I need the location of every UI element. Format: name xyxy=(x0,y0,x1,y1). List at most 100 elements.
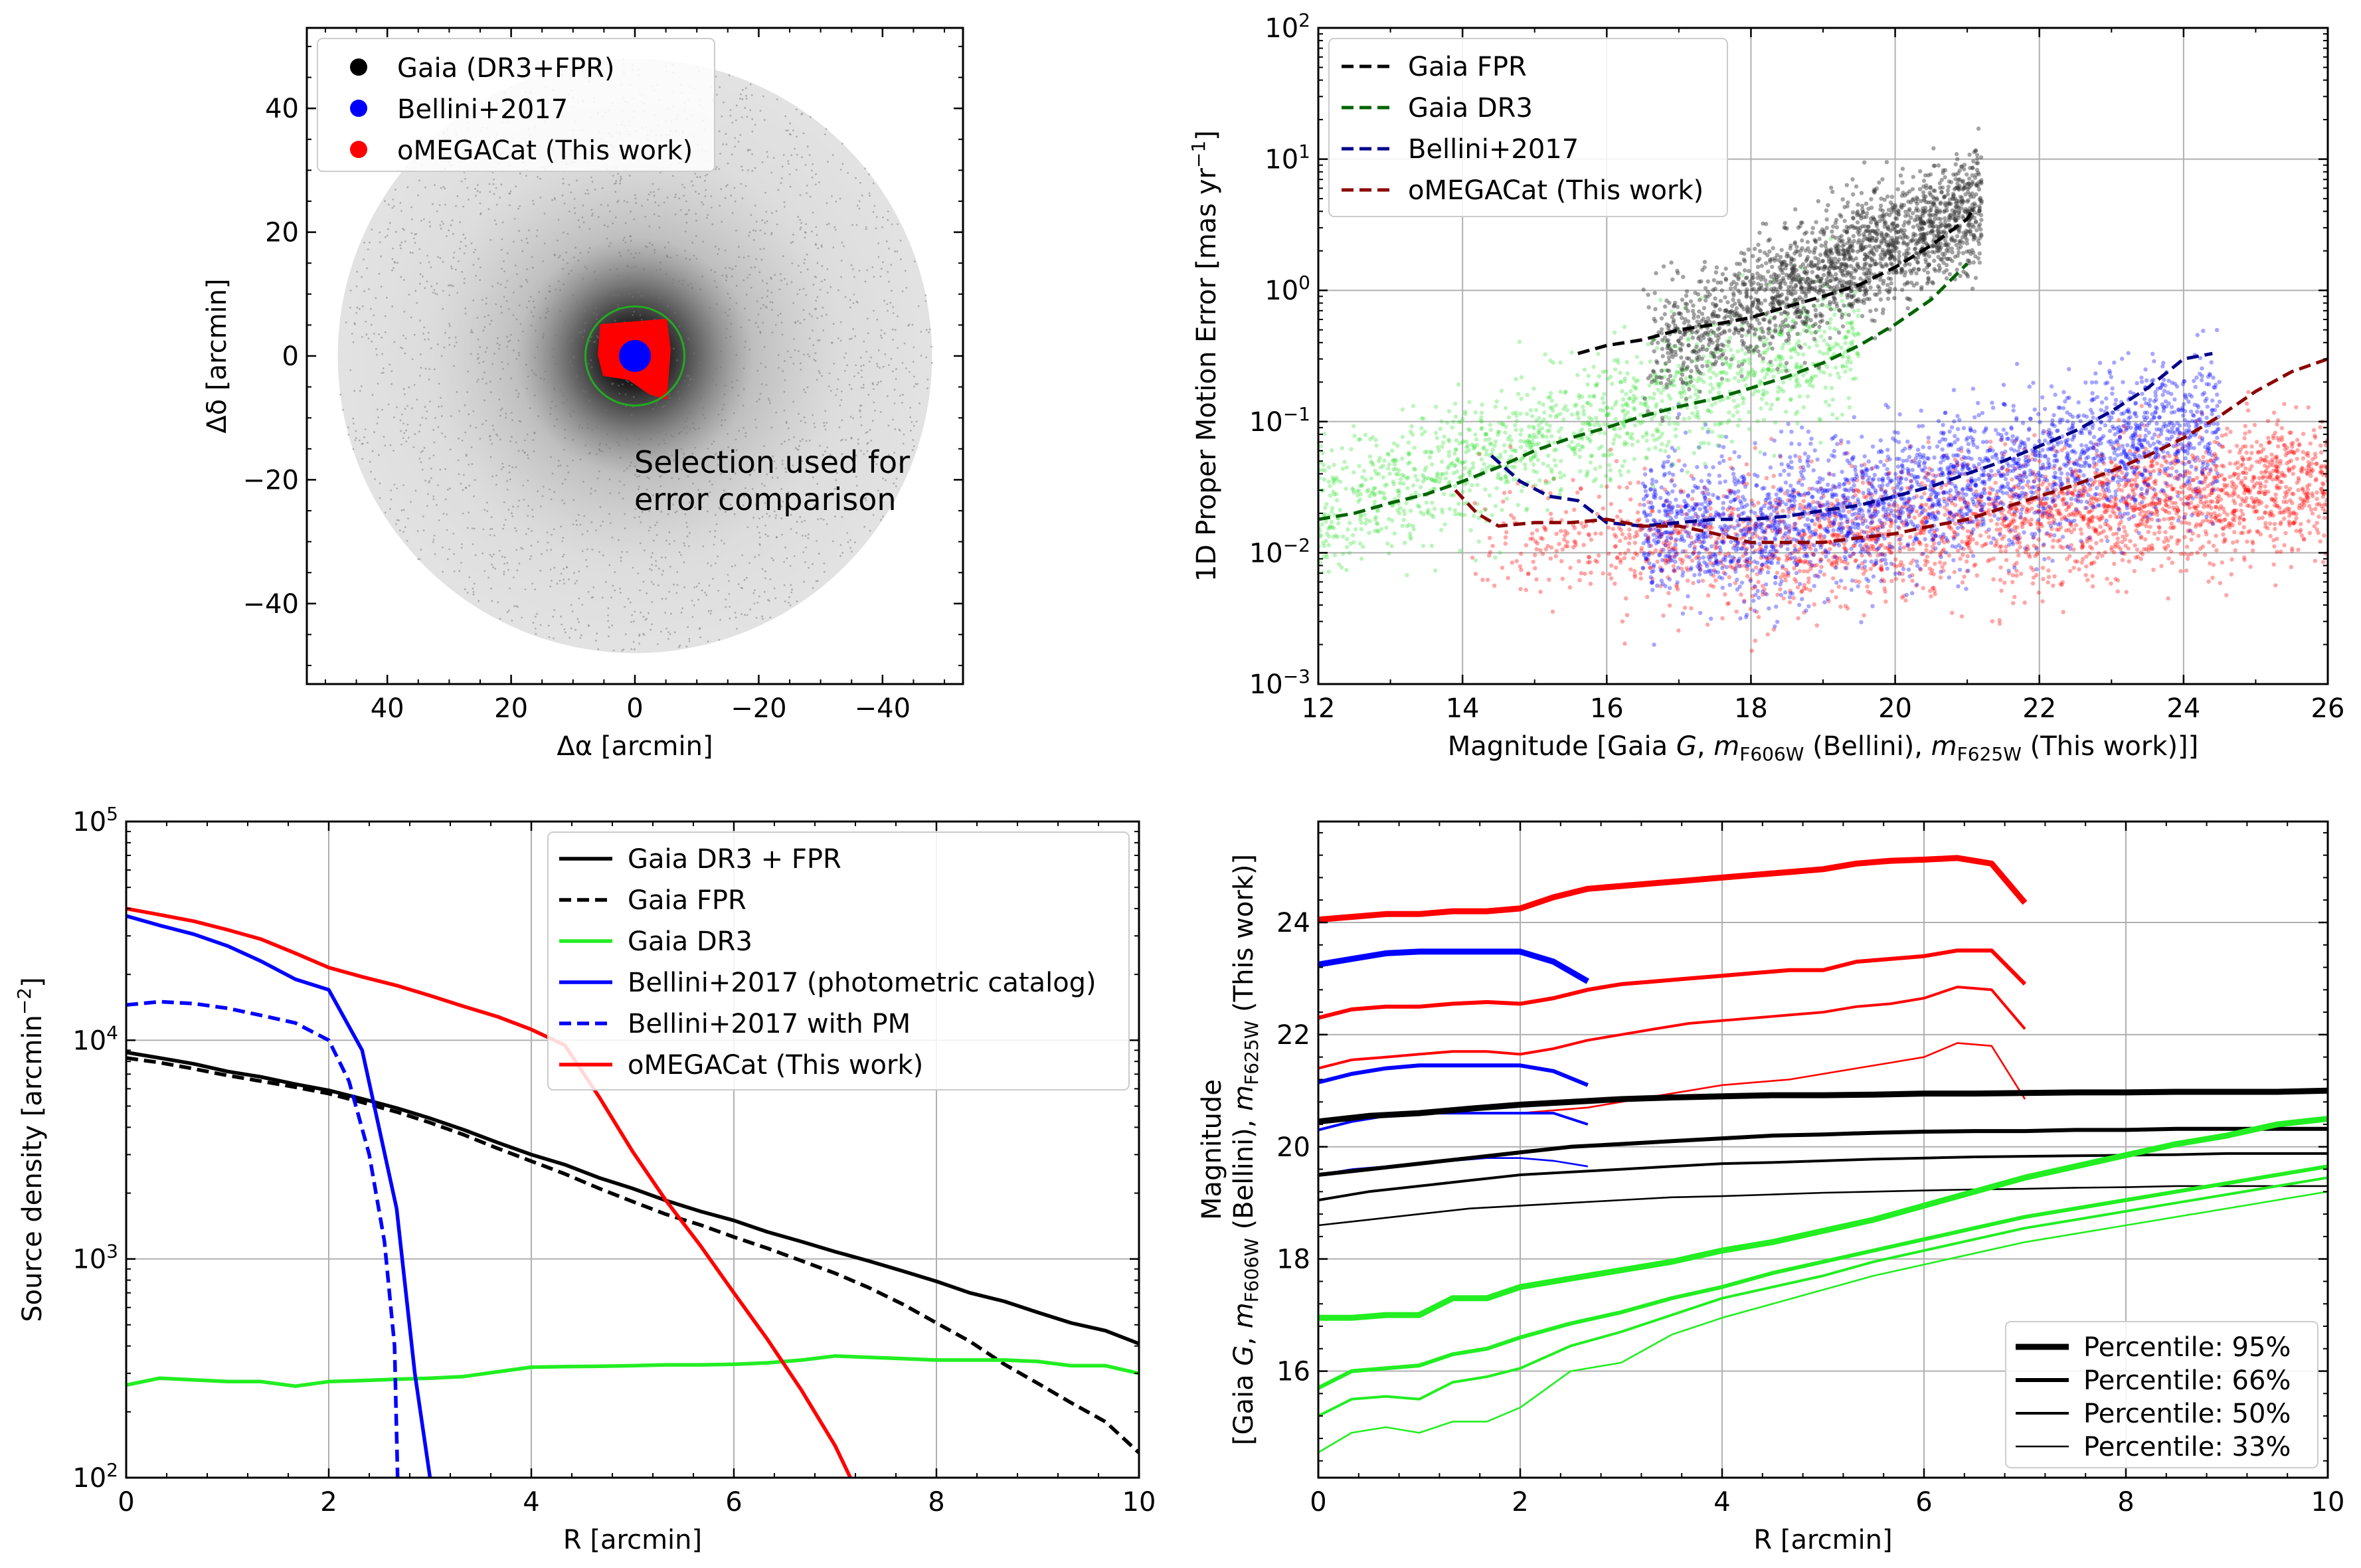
omegacat-cloud-point xyxy=(2261,447,2266,452)
gaia-point xyxy=(873,401,875,404)
omegacat-cloud-point xyxy=(2169,495,2174,500)
omegacat-cloud-point xyxy=(1721,533,1725,537)
gaia-point xyxy=(799,322,802,324)
gaia-point xyxy=(599,505,602,508)
gaia-point xyxy=(781,533,783,536)
omegacat-cloud-point xyxy=(2152,479,2156,484)
gaia-point xyxy=(373,333,375,335)
gaia-point xyxy=(685,521,687,524)
gaia-point xyxy=(528,300,530,302)
omegacat-cloud-point xyxy=(2267,440,2271,445)
gaia-point xyxy=(473,251,475,254)
gaia-point xyxy=(577,219,580,222)
omegacat-cloud-point xyxy=(2004,558,2009,563)
omegacat-cloud-point xyxy=(2135,448,2140,453)
gaia-point xyxy=(816,540,818,542)
omegacat-cloud-point xyxy=(2142,495,2146,501)
gaia-point xyxy=(434,292,436,295)
omegacat-cloud-point xyxy=(2079,546,2084,551)
omegacat-cloud-point xyxy=(2131,464,2136,469)
omegacat-cloud-point xyxy=(1707,497,1711,503)
gaia-point xyxy=(824,428,827,431)
omegacat-cloud-point xyxy=(2035,522,2040,527)
gaia-point xyxy=(818,339,821,341)
gaia-point xyxy=(905,287,908,289)
omegacat-cloud-point xyxy=(2166,517,2171,521)
omegacat-cloud-point xyxy=(2146,517,2151,521)
omegacat-cloud-point xyxy=(2222,539,2226,545)
omegacat-cloud-point xyxy=(2302,490,2307,495)
gaia-point xyxy=(739,133,742,136)
gaia-point xyxy=(515,530,517,532)
omegacat-cloud-point xyxy=(2283,474,2287,479)
gaia-point xyxy=(347,426,349,428)
omegacat-cloud-point xyxy=(2214,548,2219,553)
gaia-point xyxy=(479,279,481,281)
gaia-point xyxy=(590,176,592,179)
omegacat-cloud-point xyxy=(2315,502,2319,507)
gaia-point xyxy=(663,404,665,407)
gaia-point xyxy=(743,504,744,507)
gaia-point xyxy=(410,206,412,209)
gaia-point xyxy=(439,257,442,260)
omegacat-cloud-point xyxy=(2178,473,2183,478)
gaia-point xyxy=(623,470,625,472)
gaia-point xyxy=(721,220,723,223)
omegacat-cloud-point xyxy=(2291,491,2296,497)
gaia-point xyxy=(771,212,773,215)
gaia-point xyxy=(902,442,905,445)
omegacat-cloud-point xyxy=(1733,531,1738,537)
gaia-point xyxy=(687,337,690,340)
gaia-point xyxy=(386,234,389,237)
gaia-point xyxy=(438,383,440,385)
gaia-point xyxy=(607,614,609,617)
omegacat-cloud-point xyxy=(2283,531,2288,535)
omegacat-cloud-point xyxy=(2296,487,2301,493)
omegacat-cloud-point xyxy=(2175,489,2180,494)
gaia-point xyxy=(370,471,372,473)
gaia-point xyxy=(638,485,640,488)
gaia-point xyxy=(891,503,893,505)
gaia-point xyxy=(715,303,718,305)
gaia-point xyxy=(718,639,721,641)
omegacat-cloud-point xyxy=(2008,506,2012,511)
gaia-point xyxy=(848,384,851,386)
omegacat-cloud-point xyxy=(2065,545,2069,549)
omegacat-cloud-point xyxy=(2232,530,2237,535)
omegacat-cloud-point xyxy=(1518,564,1522,568)
gaia-point xyxy=(573,198,576,200)
omegacat-cloud-point xyxy=(2261,474,2266,479)
gaia-point xyxy=(389,363,391,366)
omegacat-cloud-point xyxy=(1912,515,1917,520)
gaia-point xyxy=(677,391,679,393)
gaia-point xyxy=(799,218,802,221)
gaia-point xyxy=(839,169,842,171)
gaia-point xyxy=(831,154,834,156)
omegacat-cloud-point xyxy=(1993,472,1998,478)
omegacat-cloud-point xyxy=(1744,462,1749,467)
omegacat-cloud-point xyxy=(2144,503,2149,507)
gaia-point xyxy=(822,454,824,456)
gaia-point xyxy=(685,420,687,422)
gaia-point xyxy=(406,404,408,407)
omegacat-cloud-point xyxy=(2292,521,2297,526)
omegacat-cloud-point xyxy=(1650,509,1655,513)
gaia-point xyxy=(553,425,556,427)
gaia-point xyxy=(402,437,404,439)
gaia-point xyxy=(551,580,553,582)
gaia-point xyxy=(756,601,759,604)
gaia-point xyxy=(557,218,560,221)
omegacat-cloud-point xyxy=(1931,473,1935,478)
omegacat-cloud-point xyxy=(1893,576,1899,581)
gaia-point xyxy=(763,590,766,593)
gaia-point xyxy=(770,291,773,294)
gaia-point xyxy=(407,517,409,520)
gaia-point xyxy=(727,446,730,448)
gaia-point xyxy=(780,182,782,184)
omegacat-cloud-point xyxy=(2295,448,2300,453)
gaia-point xyxy=(462,205,465,208)
omegacat-cloud-point xyxy=(2254,496,2259,501)
omegacat-cloud-point xyxy=(2012,534,2018,539)
omegacat-cloud-point xyxy=(1545,543,1550,549)
omegacat-cloud-point xyxy=(2245,503,2250,508)
